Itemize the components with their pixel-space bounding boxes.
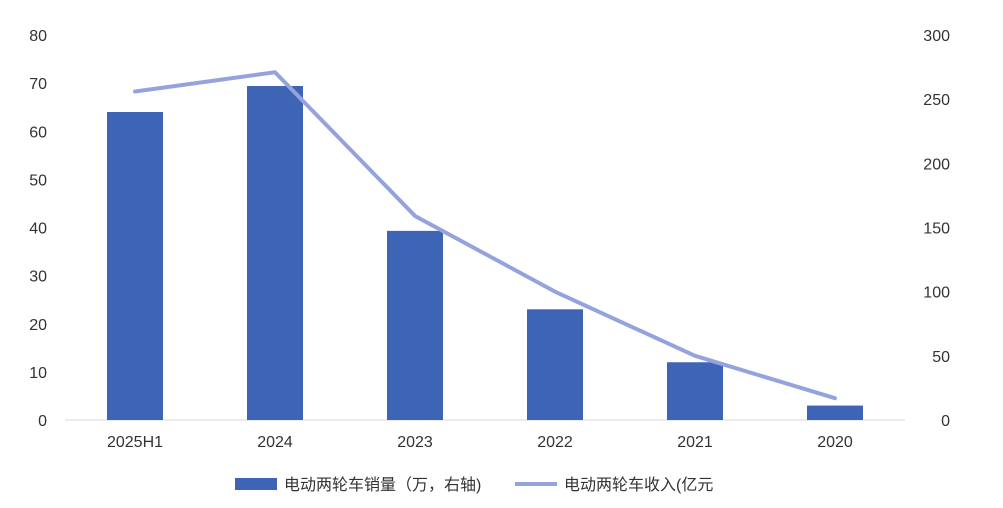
bar (107, 112, 163, 420)
y-right-tick-label: 0 (941, 413, 950, 430)
y-left-tick-label: 20 (29, 317, 47, 334)
bar (527, 309, 583, 420)
y-left-tick-label: 40 (29, 221, 47, 238)
y-left-tick-label: 0 (38, 413, 47, 430)
legend-line-label: 电动两轮车收入(亿元 (564, 476, 713, 494)
legend: 电动两轮车销量（万，右轴) 电动两轮车收入(亿元 (235, 476, 713, 494)
x-tick-label: 2021 (677, 434, 713, 451)
y-left-tick-label: 50 (29, 172, 47, 189)
y-left-tick-label: 30 (29, 269, 47, 286)
y-right-tick-label: 150 (923, 221, 950, 238)
y-left-tick-label: 80 (29, 28, 47, 45)
x-tick-label: 2022 (537, 434, 573, 451)
legend-bar-swatch (235, 478, 277, 490)
revenue-line (133, 70, 837, 401)
legend-bar-label: 电动两轮车销量（万，右轴) (284, 476, 481, 494)
bar-series (107, 86, 863, 420)
x-tick-label: 2025H1 (107, 434, 163, 451)
bar (807, 405, 863, 420)
bar (387, 230, 443, 420)
y-left-tick-label: 70 (29, 76, 47, 93)
x-tick-label: 2020 (817, 434, 853, 451)
x-tick-label: 2023 (397, 434, 433, 451)
bar (247, 86, 303, 420)
y-right-tick-label: 50 (932, 349, 950, 366)
y-right-tick-label: 100 (923, 285, 950, 302)
y-left-tick-label: 10 (29, 365, 47, 382)
left-axis: 0 10 20 30 40 50 60 70 80 (29, 28, 47, 430)
right-axis: 0 50 100 150 200 250 300 (923, 28, 950, 430)
line-series (133, 70, 837, 401)
y-left-tick-label: 60 (29, 124, 47, 141)
bar (667, 362, 723, 420)
x-axis-labels: 2025H1 2024 2023 2022 2021 2020 (107, 434, 853, 451)
y-right-tick-label: 200 (923, 156, 950, 173)
x-tick-label: 2024 (257, 434, 293, 451)
y-right-tick-label: 300 (923, 28, 950, 45)
y-right-tick-label: 250 (923, 92, 950, 109)
